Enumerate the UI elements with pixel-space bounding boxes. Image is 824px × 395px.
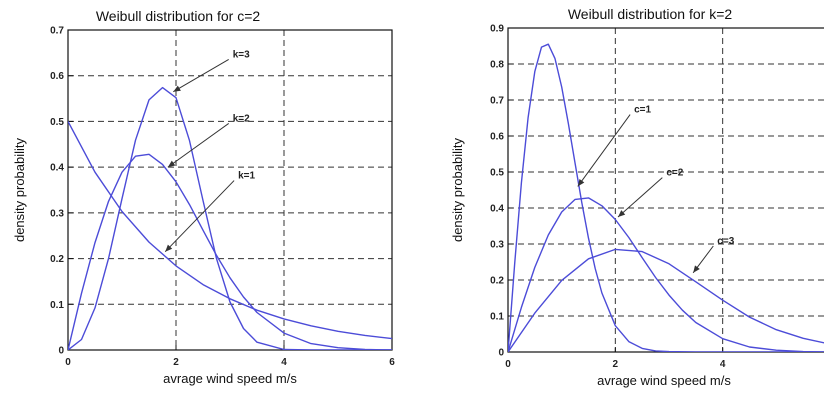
- chart1-ytick-label: 0.6: [50, 71, 64, 82]
- chart2-annotation-label: c=1: [634, 105, 651, 116]
- chart2-annotation-label: c=2: [666, 168, 683, 179]
- chart1-annotation-label: k=1: [238, 171, 255, 182]
- chart1-xtick-label: 2: [173, 357, 179, 368]
- chart2-series-c3: [508, 248, 824, 352]
- chart1-series-k1: [68, 121, 392, 340]
- chart2-ytick-label: 0: [498, 348, 504, 359]
- chart1-annotation-arrow: [173, 58, 229, 93]
- chart1-xlabel: avrage wind speed m/s: [163, 371, 297, 386]
- chart2-ytick-label: 0.3: [490, 240, 504, 251]
- chart1-ytick-label: 0.4: [50, 163, 64, 174]
- chart1-plot-frame: [67, 29, 393, 351]
- chart1-annotation-arrow: [164, 180, 235, 253]
- chart2-ytick-label: 0.5: [490, 168, 504, 179]
- chart1-ytick-label: 0.7: [50, 26, 64, 37]
- chart1-ytick-label: 0.2: [50, 254, 64, 265]
- chart1-annotation-arrowhead: [165, 244, 173, 252]
- chart2-ylabel: density probability: [450, 137, 465, 242]
- chart1-annotation-arrow: [167, 123, 229, 168]
- chart2-ytick-label: 0.1: [490, 312, 504, 323]
- chart2-xtick-label: 0: [505, 359, 511, 370]
- chart1-xtick-label: 4: [281, 357, 287, 368]
- chart2-ytick-label: 0.2: [490, 276, 504, 287]
- chart1-ytick-label: 0: [58, 346, 64, 357]
- chart1-annotation-arrowhead: [173, 85, 181, 92]
- chart2-ytick-label: 0.4: [490, 204, 504, 215]
- chart2-annotation-label: c=3: [717, 236, 734, 247]
- chart2-annotation-arrowhead: [618, 210, 626, 217]
- chart1-ytick-label: 0.1: [50, 300, 64, 311]
- chart2-annotation-arrowhead: [693, 265, 700, 273]
- chart1-ylabel: density probability: [12, 137, 27, 242]
- chart1-annotation-arrowhead: [167, 160, 176, 168]
- chart1-title: Weibull distribution for c=2: [96, 8, 261, 24]
- chart2-ytick-label: 0.6: [490, 132, 504, 143]
- chart1-ytick-label: 0.3: [50, 208, 64, 219]
- chart2-title: Weibull distribution for k=2: [568, 6, 733, 22]
- chart2-annotation-arrow: [617, 177, 663, 218]
- chart2-annotation-arrowhead: [577, 179, 585, 187]
- chart2-plot-frame: [507, 27, 824, 353]
- chart2-ytick-label: 0.9: [490, 24, 504, 35]
- chart1-series-k3: [68, 86, 392, 350]
- chart1-annotation-label: k=3: [233, 49, 250, 60]
- chart1-annotation-label: k=2: [233, 113, 250, 124]
- chart2-series-c2: [508, 197, 824, 352]
- chart2-series-c1: [508, 43, 824, 352]
- chart2-ytick-label: 0.8: [490, 60, 504, 71]
- chart2-xtick-label: 4: [720, 359, 726, 370]
- chart1-series-k2: [68, 153, 392, 350]
- chart1-xtick-label: 6: [389, 357, 395, 368]
- chart2-xtick-label: 2: [613, 359, 619, 370]
- chart1-xtick-label: 0: [65, 357, 71, 368]
- chart1-ytick-label: 0.5: [50, 117, 64, 128]
- chart2-xlabel: avrage wind speed m/s: [597, 373, 731, 388]
- chart1: 0 0.1 0.2 0.3 0.4 0.5 0.6 0.7 0 2 4 6 Weibull distri…: [12, 8, 395, 386]
- chart2: 0 0.1 0.2 0.3 0.4 0.5 0.6 0.7 0.8 0.9 0 2 4 Weibull d…: [450, 6, 824, 388]
- chart2-ytick-label: 0.7: [490, 96, 504, 107]
- chart2-annotation-arrow: [577, 114, 631, 187]
